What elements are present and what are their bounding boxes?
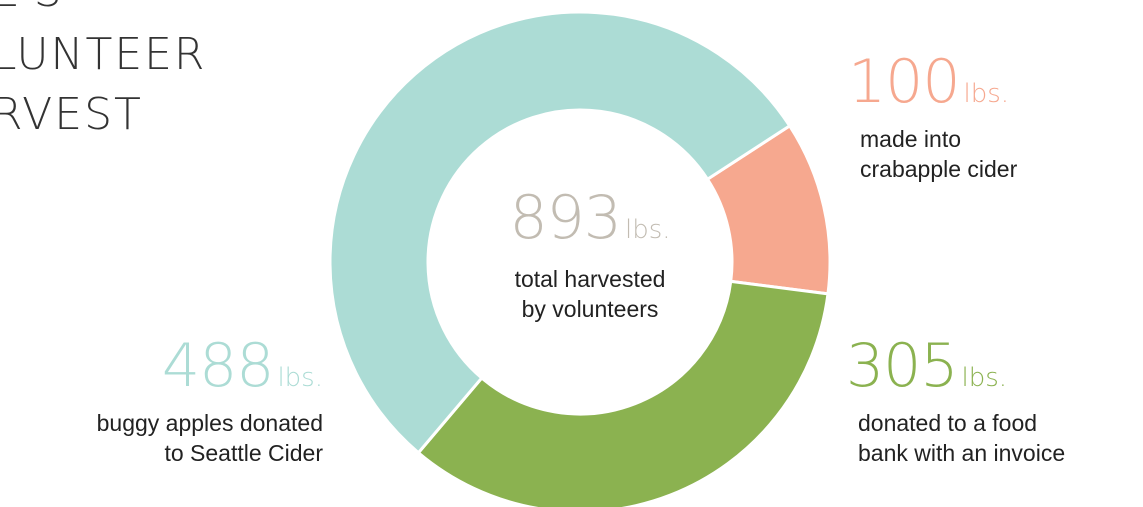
- donut-slice-1: [416, 279, 830, 507]
- total-label-line-1: total harvested: [514, 266, 666, 292]
- title-line-1: LUNTEER: [0, 29, 207, 80]
- donut-slice-2: [328, 10, 792, 455]
- slice-unit: lbs.: [961, 363, 1008, 393]
- total-label-line-2: by volunteers: [521, 296, 659, 322]
- slice-label: made into crabapple cider: [848, 124, 1017, 184]
- slice-value-line: 305 lbs.: [846, 336, 1065, 396]
- slice-unit: lbs.: [963, 79, 1010, 109]
- total-value-line: 893 lbs.: [480, 188, 700, 248]
- slice-value-line: 488 lbs.: [10, 336, 323, 396]
- slice-label-line-1: donated to a food: [858, 410, 1038, 436]
- title-top-fragment: ES: [0, 0, 76, 14]
- slice-label-line-1: made into: [860, 126, 962, 152]
- slice-callout-cider: 100 lbs. made into crabapple cider: [848, 52, 1017, 184]
- total-unit: lbs.: [624, 215, 671, 245]
- slice-callout-foodbank: 305 lbs. donated to a food bank with an i…: [846, 336, 1065, 468]
- slice-label: buggy apples donated to Seattle Cider: [10, 408, 323, 468]
- slice-value: 305: [846, 331, 959, 401]
- slice-value-line: 100 lbs.: [848, 52, 1017, 112]
- slice-label-line-2: to Seattle Cider: [164, 440, 323, 466]
- slice-callout-seattle-cider: 488 lbs. buggy apples donated to Seattle …: [10, 336, 323, 468]
- slice-label-line-2: crabapple cider: [860, 156, 1018, 182]
- slice-unit: lbs.: [277, 363, 323, 393]
- total-callout: 893 lbs. total harvested by volunteers: [480, 188, 700, 324]
- slice-value: 100: [848, 47, 961, 117]
- total-value: 893: [509, 183, 622, 253]
- title-line-2: RVEST: [0, 89, 143, 140]
- slice-value: 488: [161, 331, 275, 401]
- slice-label-line-1: buggy apples donated: [96, 410, 323, 436]
- total-label: total harvested by volunteers: [480, 264, 700, 324]
- slice-label: donated to a food bank with an invoice: [846, 408, 1065, 468]
- slice-label-line-2: bank with an invoice: [858, 440, 1066, 466]
